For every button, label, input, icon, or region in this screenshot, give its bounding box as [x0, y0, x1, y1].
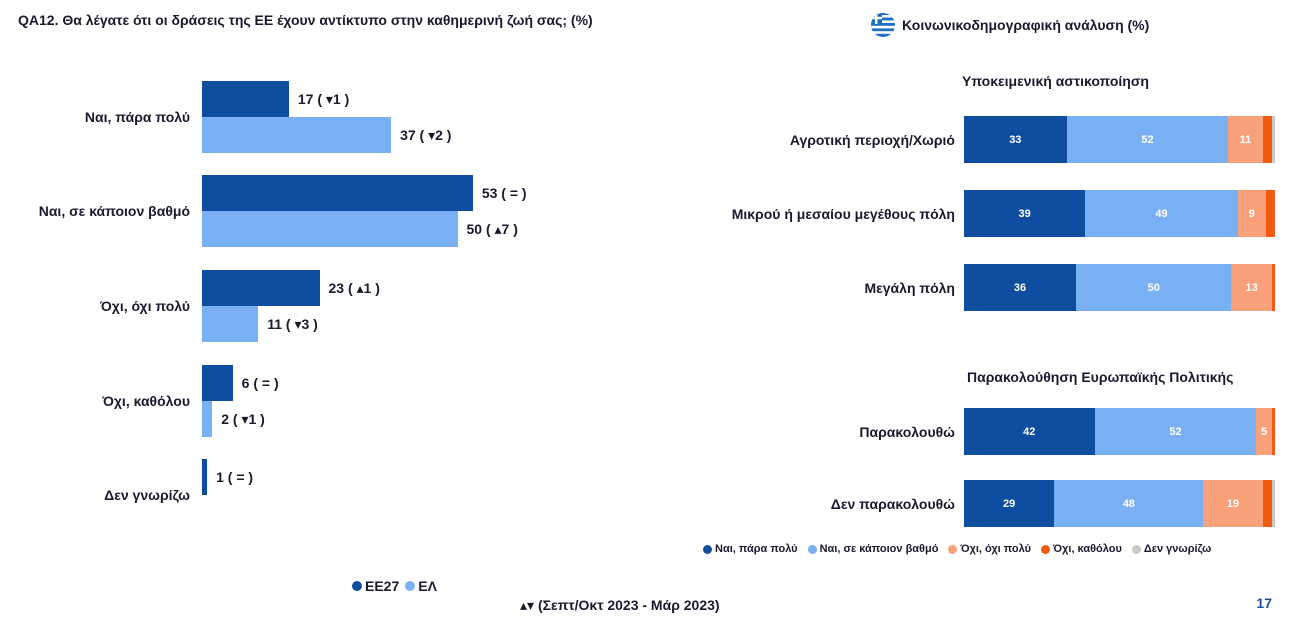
stacked-bar: 36 50 13 — [964, 264, 1275, 311]
legend-label: Όχι, όχι πολύ — [960, 543, 1031, 555]
data-label: 53 ( = ) — [481, 185, 527, 201]
legend-item-eu27: ΕΕ27 — [352, 578, 399, 594]
left-legend: ΕΕ27 ΕΛ — [352, 578, 437, 594]
bar-segment: 52 — [1094, 408, 1257, 455]
legend-item: Ναι, σε κάποιον βαθμό — [807, 543, 939, 555]
data-label: 2 ( ▾1 ) — [221, 411, 265, 427]
right-legend: Ναι, πάρα πολύ Ναι, σε κάποιον βαθμό Όχι, … — [703, 543, 1211, 555]
legend-item: Δεν γνωρίζω — [1131, 543, 1212, 555]
data-label: 17 ( ▾1 ) — [297, 91, 350, 107]
category-label: Δεν γνωρίζω — [104, 487, 190, 503]
bar-segment — [1265, 190, 1275, 237]
bar-segment: 29 — [964, 480, 1055, 527]
legend-dot-gr — [405, 581, 416, 591]
bar-segment: 11 — [1228, 116, 1263, 163]
bar-segment: 36 — [964, 264, 1076, 311]
category-label: Ναι, σε κάποιον βαθμό — [38, 203, 190, 219]
legend-item: Όχι, όχι πολύ — [948, 543, 1031, 555]
bar-segment: 48 — [1054, 480, 1204, 527]
bar-gr — [202, 401, 213, 437]
data-label: 1 ( = ) — [216, 469, 254, 485]
stacked-bar: 39 49 9 — [964, 190, 1275, 237]
page-number: 17 — [1256, 595, 1272, 611]
legend-label-eu27: ΕΕ27 — [365, 578, 400, 594]
row-label: Μικρού ή μεσαίου μεγέθους πόλη — [731, 206, 955, 222]
row-label: Μεγάλη πόλη — [864, 280, 955, 296]
bar-segment: 5 — [1256, 408, 1272, 455]
legend-item: Όχι, καθόλου — [1040, 543, 1122, 555]
bar-eu27 — [202, 365, 233, 401]
legend-dot — [948, 544, 958, 554]
bar-segment: 39 — [964, 190, 1086, 237]
bar-segment: 19 — [1203, 480, 1263, 527]
legend-dot — [1131, 544, 1141, 554]
legend-label: Ναι, πάρα πολύ — [715, 543, 798, 555]
bar-gr — [202, 117, 392, 153]
bar-eu27 — [202, 175, 473, 211]
row-label: Παρακολουθώ — [859, 424, 955, 440]
bar-gr — [202, 211, 458, 247]
bar-segment — [1271, 116, 1275, 163]
legend-item-gr: ΕΛ — [405, 578, 437, 594]
category-label: Όχι, όχι πολύ — [100, 298, 190, 314]
category-label: Όχι, καθόλου — [102, 393, 190, 409]
bar-segment — [1271, 480, 1275, 527]
bar-gr — [202, 306, 259, 342]
legend-dot — [703, 544, 712, 554]
bar-segment: 33 — [964, 116, 1067, 163]
legend-label: Ναι, σε κάποιον βαθμό — [819, 543, 939, 555]
greek-flag-icon — [871, 13, 895, 37]
data-label: 23 ( ▴1 ) — [328, 280, 380, 296]
row-label: Αγροτική περιοχή/Χωριό — [789, 132, 955, 148]
bar-eu27 — [202, 459, 208, 495]
trend-note: ▴▾ (Σεπτ/Οκτ 2023 - Μάρ 2023) — [520, 597, 720, 613]
legend-dot — [1040, 544, 1050, 554]
bar-segment: 9 — [1237, 190, 1266, 237]
section-title: Παρακολούθηση Ευρωπαϊκής Πολιτικής — [967, 369, 1234, 385]
section-title: Υποκειμενική αστικοποίηση — [962, 73, 1149, 89]
bar-segment: 49 — [1085, 190, 1238, 237]
bar-segment — [1271, 264, 1275, 311]
legend-label-gr: ΕΛ — [418, 578, 437, 594]
category-label: Ναι, πάρα πολύ — [84, 109, 190, 125]
stacked-bar: 29 48 19 — [964, 480, 1275, 527]
stacked-bar: 33 52 11 — [964, 116, 1275, 163]
bar-segment — [1262, 116, 1272, 163]
bar-segment: 13 — [1231, 264, 1272, 311]
data-label: 50 ( ▴7 ) — [466, 221, 518, 237]
data-label: 11 ( ▾3 ) — [267, 316, 318, 332]
legend-item: Ναι, πάρα πολύ — [703, 543, 798, 555]
data-label: 6 ( = ) — [241, 375, 279, 391]
legend-dot-eu27 — [352, 581, 362, 591]
legend-label: Δεν γνωρίζω — [1143, 543, 1212, 555]
right-panel-title: Κοινωνικοδημογραφική ανάλυση (%) — [902, 17, 1150, 33]
data-label: 37 ( ▾2 ) — [400, 127, 452, 143]
row-label: Δεν παρακολουθώ — [830, 496, 955, 512]
bar-segment — [1262, 480, 1272, 527]
legend-dot — [807, 544, 817, 554]
bar-eu27 — [202, 81, 289, 117]
bar-segment: 50 — [1075, 264, 1232, 311]
question-title: QA12. Θα λέγατε ότι οι δράσεις της ΕΕ έχ… — [18, 12, 593, 28]
legend-label: Όχι, καθόλου — [1052, 543, 1122, 555]
bar-segment — [1271, 408, 1275, 455]
bar-eu27 — [202, 270, 320, 306]
right-panel-header: Κοινωνικοδημογραφική ανάλυση (%) — [870, 12, 1149, 38]
bar-segment: 52 — [1066, 116, 1229, 163]
stacked-bar: 42 52 5 — [964, 408, 1275, 455]
bar-segment: 42 — [964, 408, 1095, 455]
